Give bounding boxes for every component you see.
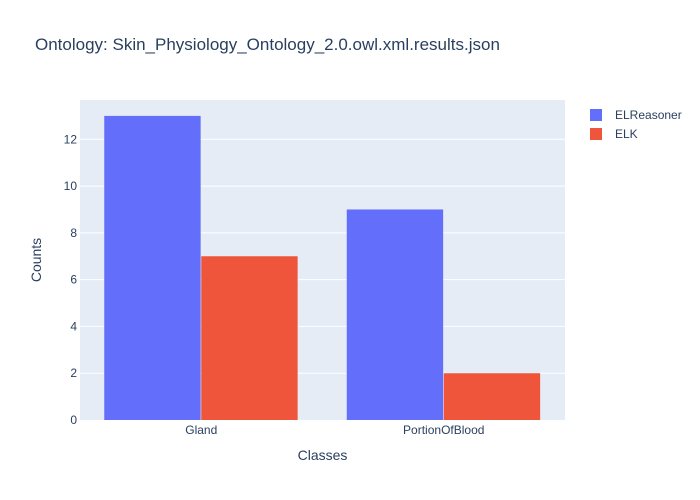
y-tick-label: 12 [64, 132, 78, 146]
legend: ELReasoner ELK [590, 108, 682, 141]
x-tick-label: PortionOfBlood [403, 423, 484, 437]
y-tick-label: 6 [70, 273, 77, 287]
y-tick-label: 2 [70, 366, 77, 380]
x-axis-title: Classes [298, 447, 348, 463]
legend-label-elk: ELK [615, 127, 638, 141]
y-axis-title: Counts [28, 238, 44, 282]
bar-elk-portionofblood [443, 373, 541, 420]
x-axis-ticks: Gland PortionOfBlood [185, 423, 484, 437]
x-tick-label: Gland [185, 423, 217, 437]
y-tick-label: 4 [70, 319, 77, 333]
y-axis-ticks: 0 2 4 6 8 10 12 [64, 132, 78, 427]
bar-elk-gland [201, 256, 298, 420]
y-tick-label: 10 [64, 179, 78, 193]
bars [104, 115, 541, 420]
bar-elreasoner-gland [104, 115, 201, 420]
legend-label-elreasoner: ELReasoner [615, 108, 682, 122]
y-tick-label: 8 [70, 226, 77, 240]
chart-title: Ontology: Skin_Physiology_Ontology_2.0.o… [35, 35, 500, 54]
legend-swatch-elreasoner [590, 109, 602, 121]
bar-elreasoner-portionofblood [346, 209, 444, 420]
y-tick-label: 0 [70, 413, 77, 427]
legend-swatch-elk [590, 128, 602, 140]
